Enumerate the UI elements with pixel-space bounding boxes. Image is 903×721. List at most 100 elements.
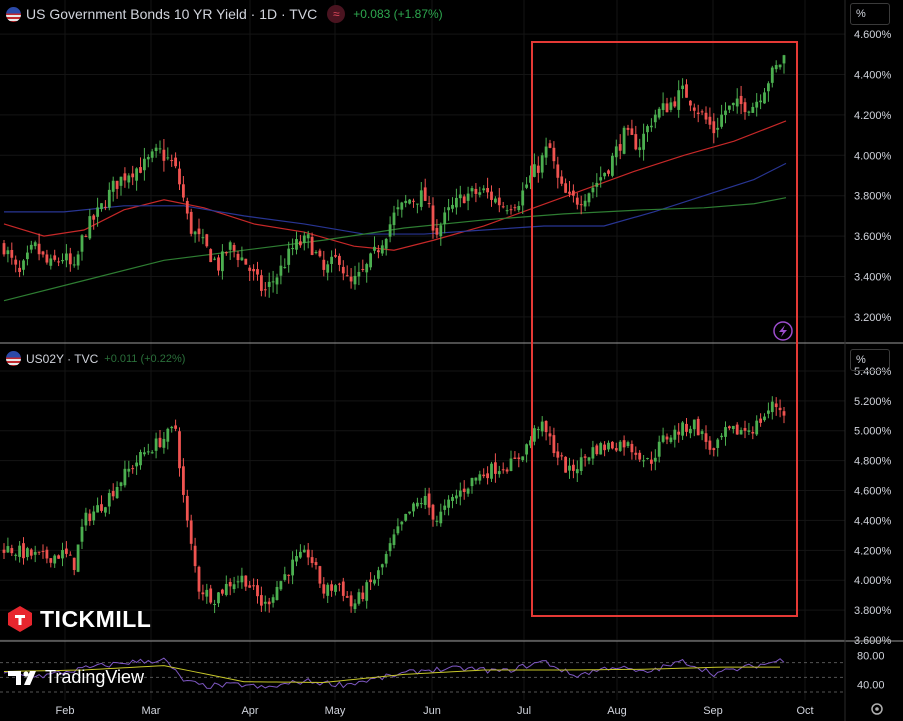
candle-body bbox=[529, 175, 532, 183]
candle-body bbox=[724, 427, 727, 437]
candle-body bbox=[100, 203, 103, 210]
lightning-icon[interactable] bbox=[773, 321, 793, 341]
candle-body bbox=[579, 204, 583, 206]
candle-body bbox=[439, 225, 443, 237]
candle-body bbox=[591, 447, 595, 459]
candle-body bbox=[731, 102, 735, 106]
candle-body bbox=[236, 581, 240, 583]
candle-body bbox=[665, 436, 669, 440]
candle-body bbox=[14, 554, 18, 556]
candle-body bbox=[466, 488, 470, 494]
candle-body bbox=[201, 592, 205, 595]
highlight-box bbox=[531, 41, 798, 617]
top-unit-badge[interactable]: % bbox=[850, 3, 890, 25]
candle-body bbox=[536, 165, 540, 173]
candle-body bbox=[232, 245, 236, 251]
candle-body bbox=[166, 157, 170, 159]
candle-body bbox=[2, 549, 6, 553]
candle-body bbox=[96, 207, 99, 217]
candle-body bbox=[759, 418, 762, 423]
candle-body bbox=[595, 182, 599, 187]
candle-body bbox=[131, 173, 135, 178]
candle-body bbox=[80, 235, 84, 252]
candle-body bbox=[497, 197, 501, 206]
candle-body bbox=[306, 234, 310, 239]
candle-body bbox=[213, 258, 216, 260]
candle-body bbox=[170, 426, 174, 429]
us-flag-icon bbox=[6, 351, 21, 366]
candle-body bbox=[439, 511, 443, 524]
candle-body bbox=[369, 579, 372, 583]
candle-body bbox=[447, 207, 450, 211]
x-tick-label: Jun bbox=[423, 705, 441, 717]
candle-body bbox=[302, 235, 306, 243]
candle-body bbox=[743, 102, 747, 113]
candle-body bbox=[747, 430, 751, 432]
candle-body bbox=[770, 67, 774, 83]
candle-body bbox=[185, 200, 189, 214]
top-symbol-title[interactable]: US Government Bonds 10 YR Yield · 1D · T… bbox=[26, 6, 318, 22]
candle-body bbox=[217, 592, 220, 604]
x-tick-label: Apr bbox=[241, 705, 258, 717]
candle-body bbox=[22, 543, 25, 559]
candle-body bbox=[458, 194, 462, 199]
bottom-unit-badge[interactable]: % bbox=[850, 349, 890, 371]
candle-body bbox=[568, 465, 571, 471]
candle-body bbox=[380, 564, 384, 568]
candle-body bbox=[392, 212, 396, 226]
candle-body bbox=[689, 100, 692, 106]
candle-body bbox=[634, 452, 638, 455]
candle-body bbox=[357, 592, 361, 604]
candle-body bbox=[310, 236, 314, 255]
candle-body bbox=[638, 147, 642, 151]
candle-body bbox=[490, 463, 493, 479]
candle-body bbox=[692, 419, 696, 430]
candle-body bbox=[747, 111, 751, 113]
candle-body bbox=[271, 281, 275, 283]
candle-body bbox=[104, 206, 107, 208]
candle-body bbox=[29, 549, 33, 556]
gear-icon[interactable] bbox=[871, 703, 883, 715]
y-tick-label: 3.400% bbox=[854, 271, 892, 283]
candle-body bbox=[669, 102, 673, 110]
candle-body bbox=[353, 275, 357, 285]
rsi-ma-line bbox=[3, 665, 780, 683]
candle-body bbox=[357, 271, 361, 277]
candle-body bbox=[299, 241, 302, 246]
candle-body bbox=[189, 211, 193, 234]
candle-body bbox=[314, 252, 318, 254]
candle-body bbox=[774, 65, 778, 70]
candle-body bbox=[607, 442, 610, 450]
y-tick-label: 3.200% bbox=[854, 312, 892, 324]
candle-body bbox=[263, 289, 267, 291]
candle-body bbox=[26, 548, 29, 558]
candle-body bbox=[115, 487, 119, 499]
candle-body bbox=[521, 190, 525, 206]
bottom-symbol-title[interactable]: US02Y · TVC bbox=[26, 351, 99, 366]
candle-body bbox=[396, 207, 400, 210]
candle-body bbox=[533, 164, 536, 177]
bottom-pane-header: US02Y · TVC +0.011 (+0.22%) bbox=[6, 351, 185, 366]
candle-body bbox=[349, 595, 353, 607]
candle-body bbox=[630, 443, 634, 453]
candle-body bbox=[716, 439, 720, 448]
candle-body bbox=[599, 443, 603, 455]
wave-icon[interactable]: ≈ bbox=[327, 5, 346, 23]
candle-body bbox=[197, 566, 201, 592]
candle-body bbox=[767, 83, 770, 92]
candle-body bbox=[704, 433, 708, 442]
candle-body bbox=[611, 155, 614, 176]
candle-body bbox=[341, 266, 345, 274]
candle-body bbox=[135, 462, 138, 467]
candle-body bbox=[158, 148, 162, 150]
candle-body bbox=[505, 210, 509, 212]
candle-body bbox=[486, 473, 489, 479]
candle-body bbox=[685, 84, 688, 98]
candle-body bbox=[330, 256, 333, 264]
candle-body bbox=[256, 269, 259, 275]
candle-body bbox=[696, 112, 700, 114]
candle-body bbox=[92, 215, 96, 220]
candle-body bbox=[53, 555, 57, 564]
candle-body bbox=[182, 466, 185, 495]
